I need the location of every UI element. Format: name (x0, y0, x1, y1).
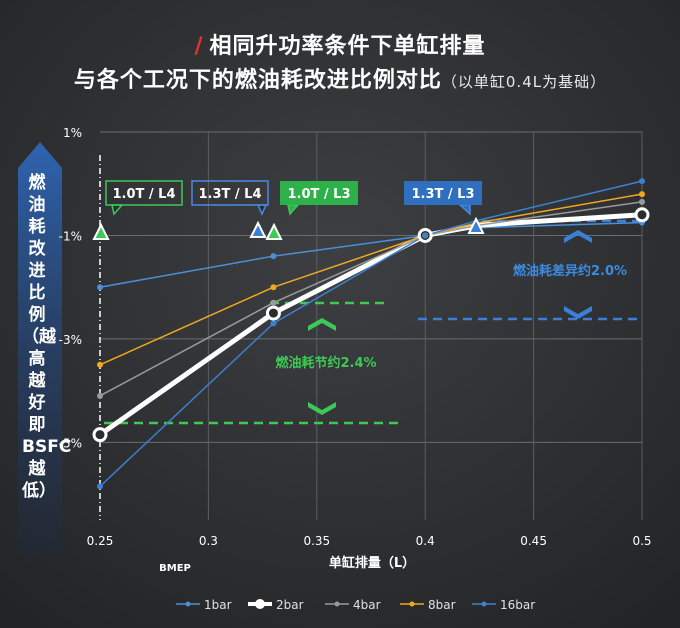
callout-1.0T-L3-box (280, 181, 358, 205)
data-point-1bar (270, 253, 277, 260)
data-point-16bar (270, 320, 277, 327)
x-sublabel: BMEP (159, 563, 191, 574)
callout-1.3T-L3-text: 1.3T / L3 (411, 187, 474, 202)
data-point-8bar (270, 284, 277, 291)
y-tick-label: -1% (59, 229, 82, 243)
chart-title-line2: 与各个工况下的燃油耗改进比例对比（以单缸0.4L为基础） (0, 62, 680, 94)
y-tick-label: -3% (59, 333, 82, 347)
legend-label-1bar: 1bar (204, 598, 232, 612)
legend-label-8bar: 8bar (428, 598, 456, 612)
callout-1.3T-L3-box (404, 181, 482, 205)
chart-title-line1: / 相同升功率条件下单缸排量 (0, 28, 680, 60)
data-point-1bar (97, 284, 103, 291)
legend-marker-1bar (185, 601, 191, 607)
title-line2-text: 与各个工况下的燃油耗改进比例对比 (73, 68, 442, 93)
x-tick-label: 0.35 (303, 534, 330, 548)
data-point-16bar (639, 178, 645, 185)
data-point-2bar (634, 207, 650, 223)
y-axis-label: 燃油耗改进比例（越高越好 即 BSFC 越低） (22, 173, 72, 501)
x-tick-label: 0.4 (416, 534, 435, 548)
y-tick-label: -5% (59, 436, 82, 450)
title-subtitle: （以单缸0.4L为基础） (441, 73, 607, 91)
callout-1.3T-L3: 1.3T / L3 (404, 181, 482, 216)
x-tick-label: 0.5 (632, 534, 651, 548)
annotation-green: 燃油耗节约2.4% (275, 355, 376, 371)
data-point-2bar (265, 305, 281, 321)
callout-1.0T-L4-box (105, 180, 183, 206)
y-axis-label-banner (18, 142, 62, 556)
title-line1-text: 相同升功率条件下单缸排量 (209, 34, 486, 59)
callout-1.3T-L4-box (191, 180, 269, 206)
y-tick-label: 1% (63, 126, 82, 140)
triangle-marker-1.3T-L4 (249, 220, 267, 238)
legend-marker-8bar (409, 601, 415, 607)
chevron-down-green (308, 402, 336, 415)
callout-1.0T-L3: 1.0T / L3 (280, 181, 358, 216)
legend-label-16bar: 16bar (500, 598, 535, 612)
callout-1.0T-L4-text: 1.0T / L4 (112, 187, 175, 202)
data-point-4bar (270, 299, 277, 306)
data-point-4bar (97, 392, 103, 399)
legend-label-4bar: 4bar (353, 598, 381, 612)
x-axis-label: 单缸排量（L） (329, 555, 415, 571)
triangle-marker-1.0T-L3 (265, 222, 283, 240)
callout-1.0T-L4: 1.0T / L4 (105, 180, 183, 216)
legend-label-2bar: 2bar (276, 598, 304, 612)
data-point-2bar (92, 427, 108, 443)
series-line-16bar (99, 180, 643, 487)
x-tick-label: 0.3 (199, 534, 218, 548)
chevron-up-blue (564, 230, 592, 243)
data-point-4bar (639, 198, 645, 205)
callout-1.3T-L4-text: 1.3T / L4 (198, 187, 261, 202)
triangle-marker-1.0T-L4 (92, 222, 110, 240)
annotation-blue: 燃油耗差异约2.0% (513, 263, 627, 279)
legend-marker-16bar (481, 601, 487, 607)
chevron-down-blue (564, 306, 592, 319)
title-slash: / (194, 34, 204, 59)
data-point-16bar (422, 232, 429, 239)
x-tick-label: 0.25 (87, 534, 114, 548)
callout-1.0T-L3-text: 1.0T / L3 (287, 187, 350, 202)
chevron-up-green (308, 318, 336, 331)
legend-marker-4bar (334, 601, 340, 607)
callout-1.3T-L4-tail (256, 204, 268, 216)
data-point-8bar (97, 361, 103, 368)
callout-1.3T-L3-tail (458, 204, 471, 216)
callout-1.3T-L4: 1.3T / L4 (191, 180, 269, 216)
triangle-marker-1.3T-L3 (467, 216, 485, 234)
data-point-8bar (639, 191, 645, 198)
x-tick-label: 0.45 (520, 534, 547, 548)
series-line-2bar (98, 212, 643, 437)
callout-1.0T-L4-tail (111, 204, 124, 216)
data-point-16bar (97, 483, 103, 490)
callout-1.0T-L3-tail (287, 204, 300, 216)
legend-marker-2bar (255, 599, 265, 609)
